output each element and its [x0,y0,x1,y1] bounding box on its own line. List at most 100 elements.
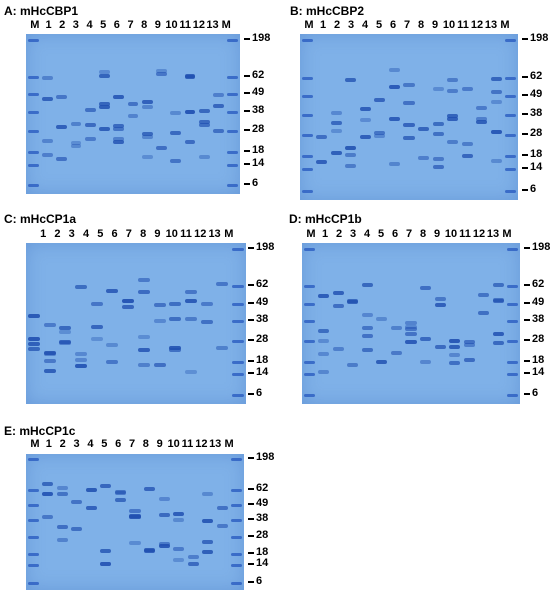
protein-band [85,505,97,510]
marker-tick: 28 [522,127,550,140]
marker-band [27,564,39,568]
marker-tick: 198 [524,241,550,254]
marker-dash [244,162,250,165]
marker-tick: 38 [244,104,286,117]
marker-dash [244,109,250,112]
protein-band [213,103,224,108]
protein-band [70,140,82,145]
protein-band [129,540,141,545]
protein-band [447,89,459,94]
lane-label: 8 [141,19,148,31]
protein-band [202,549,214,554]
protein-band [84,136,96,141]
marker-dash [522,37,528,40]
marker-dash [524,338,530,341]
marker-band [232,320,245,324]
marker-dash [248,534,254,537]
marker-band [27,110,39,114]
gel-e [26,454,244,590]
protein-band [185,290,197,295]
protein-band [490,100,502,105]
protein-band [184,74,196,79]
protein-band [41,152,53,157]
protein-band [173,512,185,517]
marker-band [507,373,519,377]
protein-band [129,509,141,514]
protein-band [113,127,125,132]
marker-band [231,504,243,508]
marker-dash [244,183,250,186]
marker-band [507,394,519,398]
lane-label: 4 [86,19,93,31]
protein-band [461,153,473,158]
marker-band [27,581,39,585]
protein-band [434,345,446,350]
lane-label: 1 [40,228,47,240]
marker-dash [524,372,530,375]
marker-band [505,113,517,117]
protein-band [345,164,357,168]
marker-band [232,284,245,288]
protein-band [170,111,182,116]
lane-label: 10 [442,19,456,31]
marker-label: 18 [256,353,269,366]
protein-band [27,336,40,341]
marker-band [301,168,313,172]
protein-band [420,285,432,290]
protein-band [318,370,330,375]
lane-label: 6 [389,19,397,31]
protein-band [42,482,54,487]
protein-band [447,77,459,82]
lane-label: 1 [319,19,327,31]
protein-band [216,345,229,350]
protein-band [70,122,82,127]
protein-band [173,547,185,552]
protein-band [463,358,475,363]
marker-tick: 198 [522,32,550,45]
marker-label: 18 [532,353,545,366]
protein-band [187,562,199,567]
marker-label: 49 [256,295,269,308]
protein-band [213,92,224,97]
lane-label: 4 [361,19,369,31]
marker-band [27,553,39,557]
protein-band [202,539,214,544]
lane-label: 1 [45,19,52,31]
protein-band [216,523,228,528]
protein-band [403,122,415,127]
protein-band [106,342,119,347]
protein-band [347,362,359,367]
lane-label: 12 [192,19,205,31]
protein-band [99,74,110,79]
protein-band [330,150,342,155]
protein-band [75,358,87,363]
lane-label: 8 [419,228,427,240]
protein-band [27,346,40,351]
protein-band [56,485,68,490]
marker-dash [522,154,528,157]
marker-tick: 28 [244,123,286,136]
marker-tick: 49 [248,295,290,309]
marker-label: 28 [256,528,269,541]
protein-band [388,116,400,121]
lane-labels-c: 1 2 3 4 5 6 7 8 9 10 11 12 13 M [36,228,236,242]
protein-band [99,69,110,74]
protein-band [478,293,490,298]
protein-band [492,282,504,287]
marker-band [303,394,315,398]
protein-band [390,351,402,356]
marker-band [507,247,519,251]
marker-tick: 18 [248,353,290,367]
protein-band [447,117,459,122]
protein-band [420,336,432,341]
marker-band [27,163,39,167]
protein-band [449,360,461,365]
marker-band [303,302,315,306]
marker-dash [524,393,530,396]
lane-label: 11 [457,19,469,31]
protein-band [173,518,185,523]
protein-band [185,316,197,321]
protein-band [492,331,504,336]
protein-band [184,109,196,114]
protein-band [56,491,68,496]
